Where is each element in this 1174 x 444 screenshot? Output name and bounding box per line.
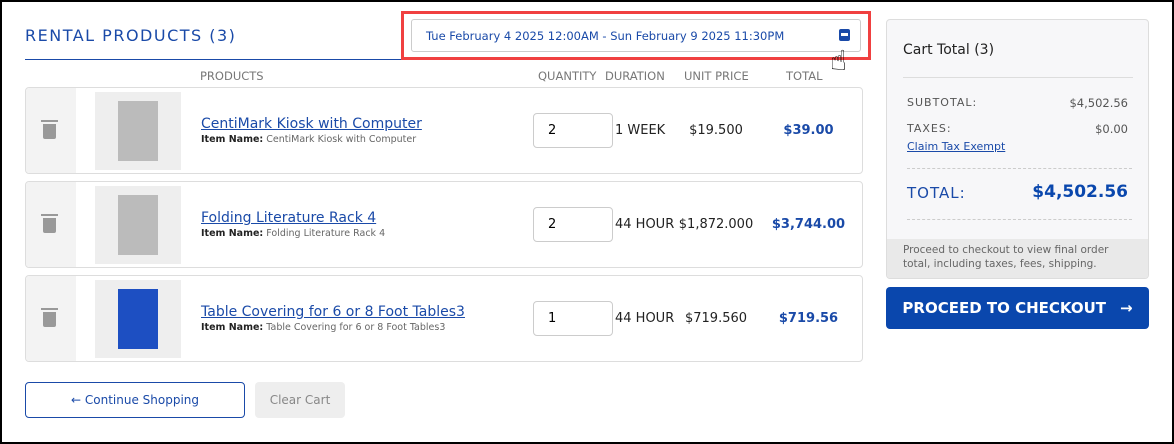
duration: 44 HOUR <box>615 217 675 232</box>
col-total: TOTAL <box>786 69 823 83</box>
subtotal-label: SUBTOTAL: <box>907 96 978 109</box>
product-link[interactable]: Table Covering for 6 or 8 Foot Tables3 <box>201 304 465 320</box>
continue-shopping-button[interactable]: ← Continue Shopping <box>25 382 245 418</box>
trash-icon <box>41 214 58 233</box>
taxes-value: $0.00 <box>1095 122 1128 136</box>
item-name: Item Name: Folding Literature Rack 4 <box>201 228 385 239</box>
item-name-label: Item Name: <box>201 322 264 333</box>
total-label: TOTAL: <box>907 184 966 202</box>
col-quantity: QUANTITY <box>538 69 597 83</box>
duration: 1 WEEK <box>615 123 666 138</box>
highlight-box <box>401 11 871 60</box>
item-name-value: CentiMark Kiosk with Computer <box>266 134 417 145</box>
item-name-value: Folding Literature Rack 4 <box>266 228 386 239</box>
delete-button[interactable] <box>26 182 76 267</box>
product-link[interactable]: CentiMark Kiosk with Computer <box>201 116 422 132</box>
product-image <box>95 186 181 264</box>
delete-button[interactable] <box>26 276 76 361</box>
checkout-note: Proceed to checkout to view final order … <box>887 239 1148 278</box>
taxes-label: TAXES: <box>907 122 952 135</box>
pointer-cursor-icon: ☝ <box>830 44 848 77</box>
trash-icon <box>41 308 58 327</box>
proceed-to-checkout-button[interactable]: PROCEED TO CHECKOUT → <box>886 287 1149 329</box>
calendar-icon[interactable] <box>839 29 850 41</box>
col-duration: DURATION <box>605 69 665 83</box>
divider <box>25 59 401 60</box>
divider <box>907 168 1132 169</box>
clear-cart-button[interactable]: Clear Cart <box>255 382 345 418</box>
divider <box>907 219 1132 220</box>
unit-price: $719.560 <box>684 311 748 326</box>
unit-price: $1,872.000 <box>678 217 754 232</box>
product-image <box>95 280 181 358</box>
subtotal-value: $4,502.56 <box>1069 96 1128 110</box>
unit-price: $19.500 <box>689 123 743 138</box>
item-name: Item Name: Table Covering for 6 or 8 Foo… <box>201 322 445 333</box>
col-products: PRODUCTS <box>200 69 264 83</box>
product-link[interactable]: Folding Literature Rack 4 <box>201 210 377 226</box>
item-name: Item Name: CentiMark Kiosk with Computer <box>201 134 416 145</box>
line-total: $39.00 <box>783 123 834 138</box>
quantity-input[interactable] <box>533 113 613 148</box>
quantity-input[interactable] <box>533 301 613 336</box>
cart-total-panel: Cart Total (3) SUBTOTAL: $4,502.56 TAXES… <box>886 19 1149 279</box>
duration: 44 HOUR <box>615 311 675 326</box>
cart-row: CentiMark Kiosk with Computer Item Name:… <box>25 87 863 174</box>
cart-row: Folding Literature Rack 4 Item Name: Fol… <box>25 181 863 268</box>
divider <box>903 77 1133 78</box>
total-value: $4,502.56 <box>1032 182 1128 202</box>
item-name-label: Item Name: <box>201 228 264 239</box>
trash-icon <box>41 120 58 139</box>
delete-button[interactable] <box>26 88 76 173</box>
checkout-label: PROCEED TO CHECKOUT <box>902 299 1107 317</box>
quantity-input[interactable] <box>533 207 613 242</box>
claim-tax-exempt-link[interactable]: Claim Tax Exempt <box>907 140 1006 153</box>
item-name-label: Item Name: <box>201 134 264 145</box>
page-title: RENTAL PRODUCTS (3) <box>25 26 237 45</box>
line-total: $719.56 <box>778 311 839 326</box>
arrow-right-icon: → <box>1120 299 1133 317</box>
date-range-text: Tue February 4 2025 12:00AM - Sun Februa… <box>426 29 785 43</box>
line-total: $3,744.00 <box>771 217 846 232</box>
date-range-picker[interactable]: Tue February 4 2025 12:00AM - Sun Februa… <box>411 19 861 52</box>
cart-title: Cart Total (3) <box>903 42 995 58</box>
product-image <box>95 92 181 170</box>
col-unit-price: UNIT PRICE <box>684 69 749 83</box>
item-name-value: Table Covering for 6 or 8 Foot Tables3 <box>266 322 446 333</box>
cart-row: Table Covering for 6 or 8 Foot Tables3 I… <box>25 275 863 362</box>
